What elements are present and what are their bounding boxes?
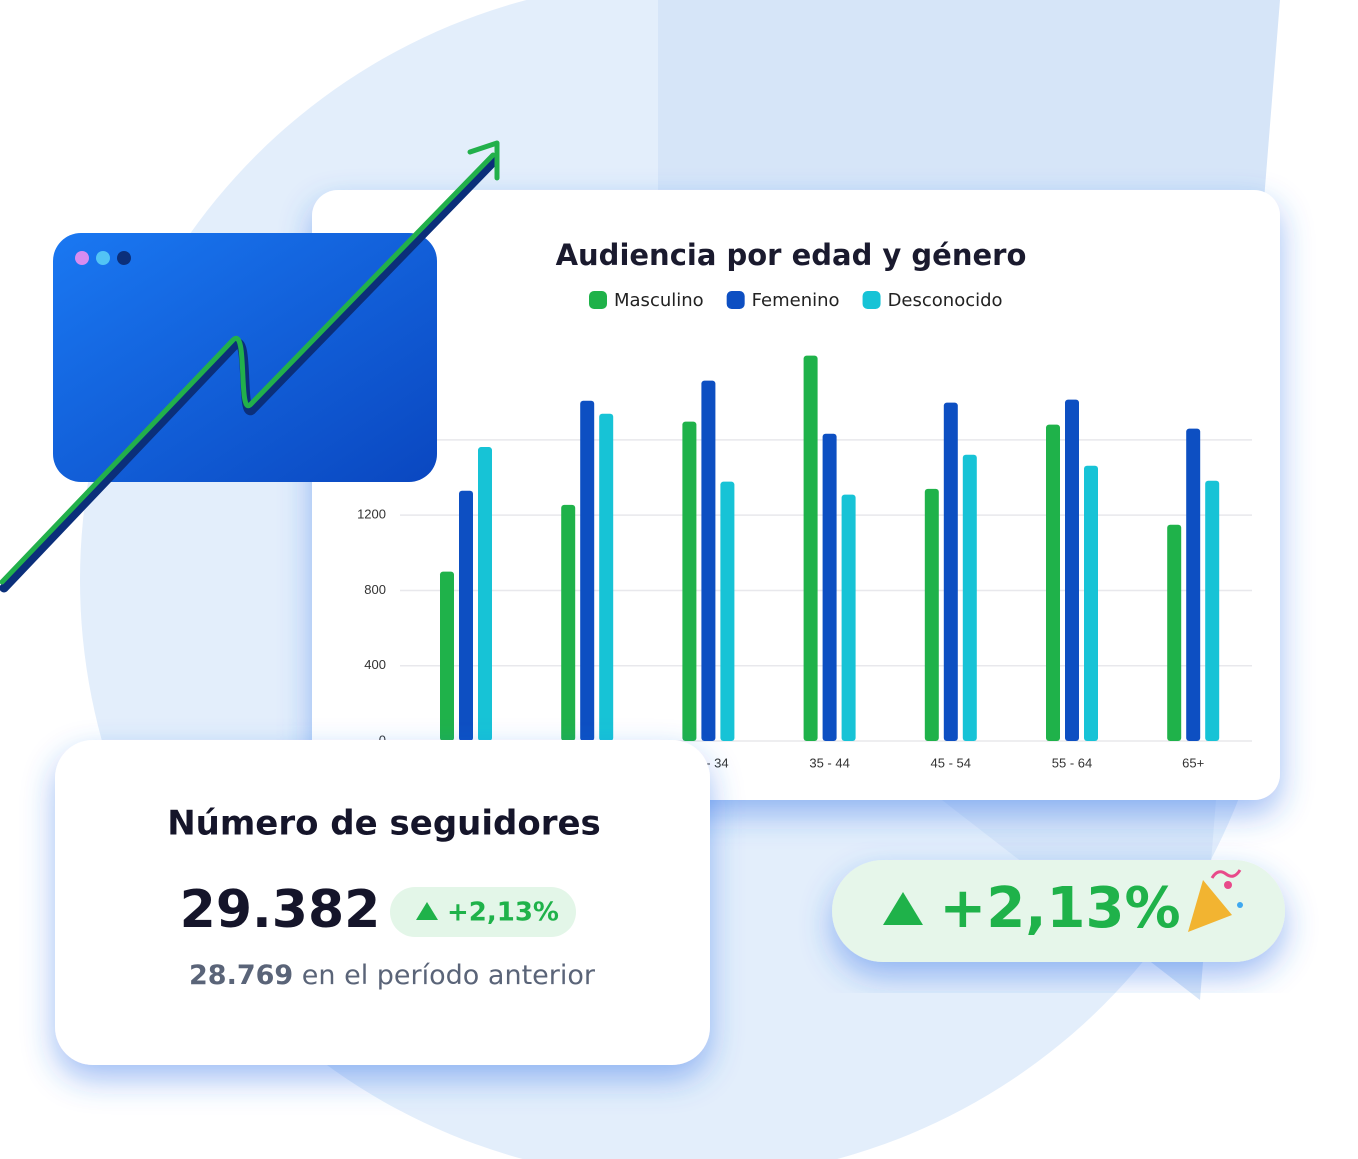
previous-line: 28.769 en el período anterior (189, 960, 596, 991)
bar (822, 433, 837, 741)
bar (1186, 428, 1201, 741)
bar (599, 413, 614, 741)
bar (701, 380, 716, 741)
window-dot (117, 251, 131, 265)
previous-text: en el período anterior (302, 960, 596, 991)
highlight-badge (832, 860, 1285, 962)
bar (924, 488, 939, 741)
followers-value: 29.382 (180, 880, 381, 940)
badge-change: +2,13% (939, 876, 1180, 941)
chart-title: Audiencia por edad y género (556, 238, 1027, 272)
up-icon (416, 902, 438, 920)
x-tick-label: 55 - 64 (1052, 755, 1092, 770)
window-dot (75, 251, 89, 265)
x-tick-label: 45 - 54 (931, 755, 971, 770)
legend-label: Desconocido (888, 290, 1003, 311)
change-pill (390, 887, 576, 937)
chart-card (312, 190, 1280, 800)
legend: Masculino Femenino Desconocido (589, 290, 1003, 311)
legend-swatch (726, 291, 745, 309)
bar (478, 447, 492, 741)
bar (1046, 424, 1060, 741)
followers-change: +2,13% (447, 898, 559, 928)
trend-arrow (0, 140, 500, 593)
legend-swatch (589, 291, 607, 309)
x-tick-label: 35 - 44 (809, 755, 849, 770)
bar (440, 571, 454, 741)
bar (459, 490, 473, 741)
window-dot (96, 251, 110, 265)
bar (1205, 480, 1220, 741)
up-icon (883, 892, 923, 925)
followers-title: Número de seguidores (167, 804, 601, 844)
bar (943, 402, 958, 741)
y-tick-label: 0 (379, 732, 386, 747)
followers-card (55, 740, 710, 1065)
bar (561, 504, 576, 741)
y-tick-label: 800 (364, 582, 386, 597)
legend-label: Masculino (614, 290, 704, 311)
bar (720, 481, 735, 741)
legend-label: Femenino (752, 290, 840, 311)
bar (962, 454, 977, 741)
bar (841, 494, 856, 741)
previous-value: 28.769 (189, 960, 293, 991)
x-tick-label: 65+ (1182, 755, 1204, 770)
legend-swatch (862, 291, 881, 309)
bar (803, 355, 818, 741)
bar (1084, 465, 1098, 741)
bar (580, 400, 595, 741)
bar (682, 421, 697, 741)
y-tick-label: 1200 (357, 507, 386, 522)
bar (1167, 524, 1182, 741)
party-popper (1188, 869, 1243, 932)
y-tick-label: 400 (364, 657, 386, 672)
bar (1065, 399, 1079, 741)
